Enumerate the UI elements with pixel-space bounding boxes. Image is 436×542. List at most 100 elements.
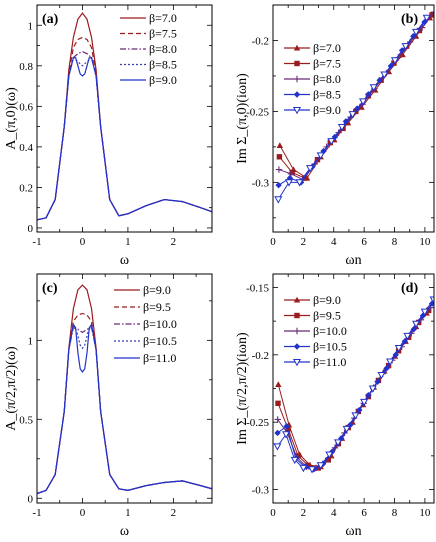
data-point [274, 416, 281, 423]
data-point [403, 332, 412, 341]
data-point [306, 165, 315, 173]
x-tick-label: 4 [331, 236, 337, 248]
legend-label: β=8.0 [313, 72, 341, 86]
legend: β=7.0 β=7.5β=8.0 β=8.5β=9.0 [120, 11, 177, 87]
x-axis-label: ω [120, 253, 129, 268]
legend-marker [293, 75, 301, 83]
y-tick-label: -0.2 [252, 35, 269, 47]
legend-marker [292, 358, 302, 367]
data-point [377, 371, 386, 380]
x-tick-label: 1 [125, 507, 131, 519]
data-point [274, 429, 281, 437]
chart-panel: 0 2 4 6 8 10 -0.3 -0.25 -0.2 (b) ωn Im Σ_(π,0)(iωn)… [235, 4, 435, 268]
x-tick-label: 0 [270, 236, 276, 248]
x-tick-label: 1 [125, 236, 131, 248]
legend-marker [293, 327, 301, 335]
y-tick-label: 0.6 [19, 101, 33, 113]
y-axis-label: Im Σ_(π/2,π/2)(iωn) [235, 332, 250, 445]
legend-label: β=10.5 [143, 334, 177, 348]
series-line [277, 307, 431, 469]
data-point [307, 466, 317, 474]
legend-marker [293, 91, 301, 98]
chart-panel: 0 2 4 6 8 10 -0.3 -0.25 -0.2 -0.15 (d) ωn Im Σ_(π/2,… [235, 273, 435, 539]
y-tick-label: 1 [28, 335, 34, 347]
y-tick-label: -0.25 [246, 106, 269, 118]
data-point [359, 98, 368, 106]
series-line [276, 299, 434, 470]
legend-label: β=10.0 [143, 317, 177, 331]
data-point [275, 181, 282, 189]
legend-label: β=9.0 [313, 103, 341, 117]
series-group [273, 296, 434, 474]
data-point [360, 398, 369, 407]
x-axis-label: ω [120, 524, 129, 539]
series-group [37, 12, 212, 221]
legend-label: β=9.0 [313, 293, 341, 307]
series-line [37, 322, 212, 495]
x-tick-label: 10 [419, 507, 431, 519]
legend-label: β=10.5 [313, 340, 347, 354]
data-point [420, 308, 429, 316]
x-tick-label: 8 [392, 507, 398, 519]
data-point [325, 451, 334, 459]
x-axis-label: ωn [345, 253, 361, 268]
panel-label: (d) [401, 281, 418, 296]
data-point [275, 400, 281, 407]
legend-label: β=7.5 [313, 57, 341, 71]
data-point [368, 385, 377, 393]
y-tick-label: -0.3 [252, 177, 270, 189]
legend-marker [292, 106, 302, 115]
y-tick-label: 0 [28, 493, 34, 505]
data-point [410, 326, 417, 333]
panel-label: (c) [42, 281, 58, 296]
data-point [337, 123, 347, 132]
legend-marker [293, 343, 301, 350]
data-point [289, 169, 295, 176]
panel-label: (b) [401, 12, 418, 27]
x-axis-label: ωn [345, 524, 361, 539]
data-point [348, 111, 357, 119]
data-point [335, 129, 342, 136]
x-tick-label: 0 [270, 507, 276, 519]
legend-label: β=7.0 [149, 11, 177, 25]
legend-label: β=8.5 [149, 58, 177, 72]
legend-label: β=9.5 [313, 309, 341, 323]
chart-panel: -1 0 1 200.51(c)ωA_(π/2,π/2)(ω)β=9.0β=9.5β=… [4, 273, 213, 539]
legend-label: β=9.5 [143, 300, 171, 314]
y-tick-label: -0.3 [252, 485, 270, 497]
data-point [316, 152, 325, 160]
y-tick-label: 0.4 [19, 142, 33, 154]
y-tick-label: 0 [28, 223, 34, 235]
y-axis-label: A_(π,0)(ω) [4, 87, 19, 150]
data-point [295, 453, 301, 459]
data-point [422, 14, 431, 22]
series-line [37, 284, 212, 495]
data-point [412, 320, 421, 329]
data-point [305, 462, 311, 468]
data-point [284, 179, 293, 187]
data-point [399, 51, 406, 58]
data-point [274, 196, 283, 204]
legend-label: β=7.5 [149, 27, 177, 41]
legend-label: β=10.0 [313, 324, 347, 338]
chart-panel: -1 0 1 200.20.40.60.81 (a)ωA_(π,0)(ω)β=7.0β=… [4, 4, 213, 268]
data-point [275, 166, 283, 173]
data-point [369, 84, 378, 92]
y-tick-label: -0.25 [246, 417, 269, 429]
y-tick-label: 0.8 [19, 61, 33, 73]
legend-marker [293, 296, 301, 303]
series-line [37, 312, 212, 495]
data-point [327, 138, 336, 146]
legend: β=9.0 β=9.5β=10.0 β=10.5β=11.0 [284, 293, 347, 369]
series-group [274, 8, 434, 204]
data-point [285, 426, 291, 432]
plot-frame [272, 4, 435, 233]
legend-marker [294, 60, 300, 67]
plot-frame [36, 273, 213, 504]
series-line [37, 323, 212, 495]
data-point [283, 423, 290, 430]
x-tick-label: 6 [361, 507, 367, 519]
y-tick-label: -0.15 [246, 282, 269, 294]
y-axis-label: A_(π/2,π/2)(ω) [4, 346, 19, 431]
